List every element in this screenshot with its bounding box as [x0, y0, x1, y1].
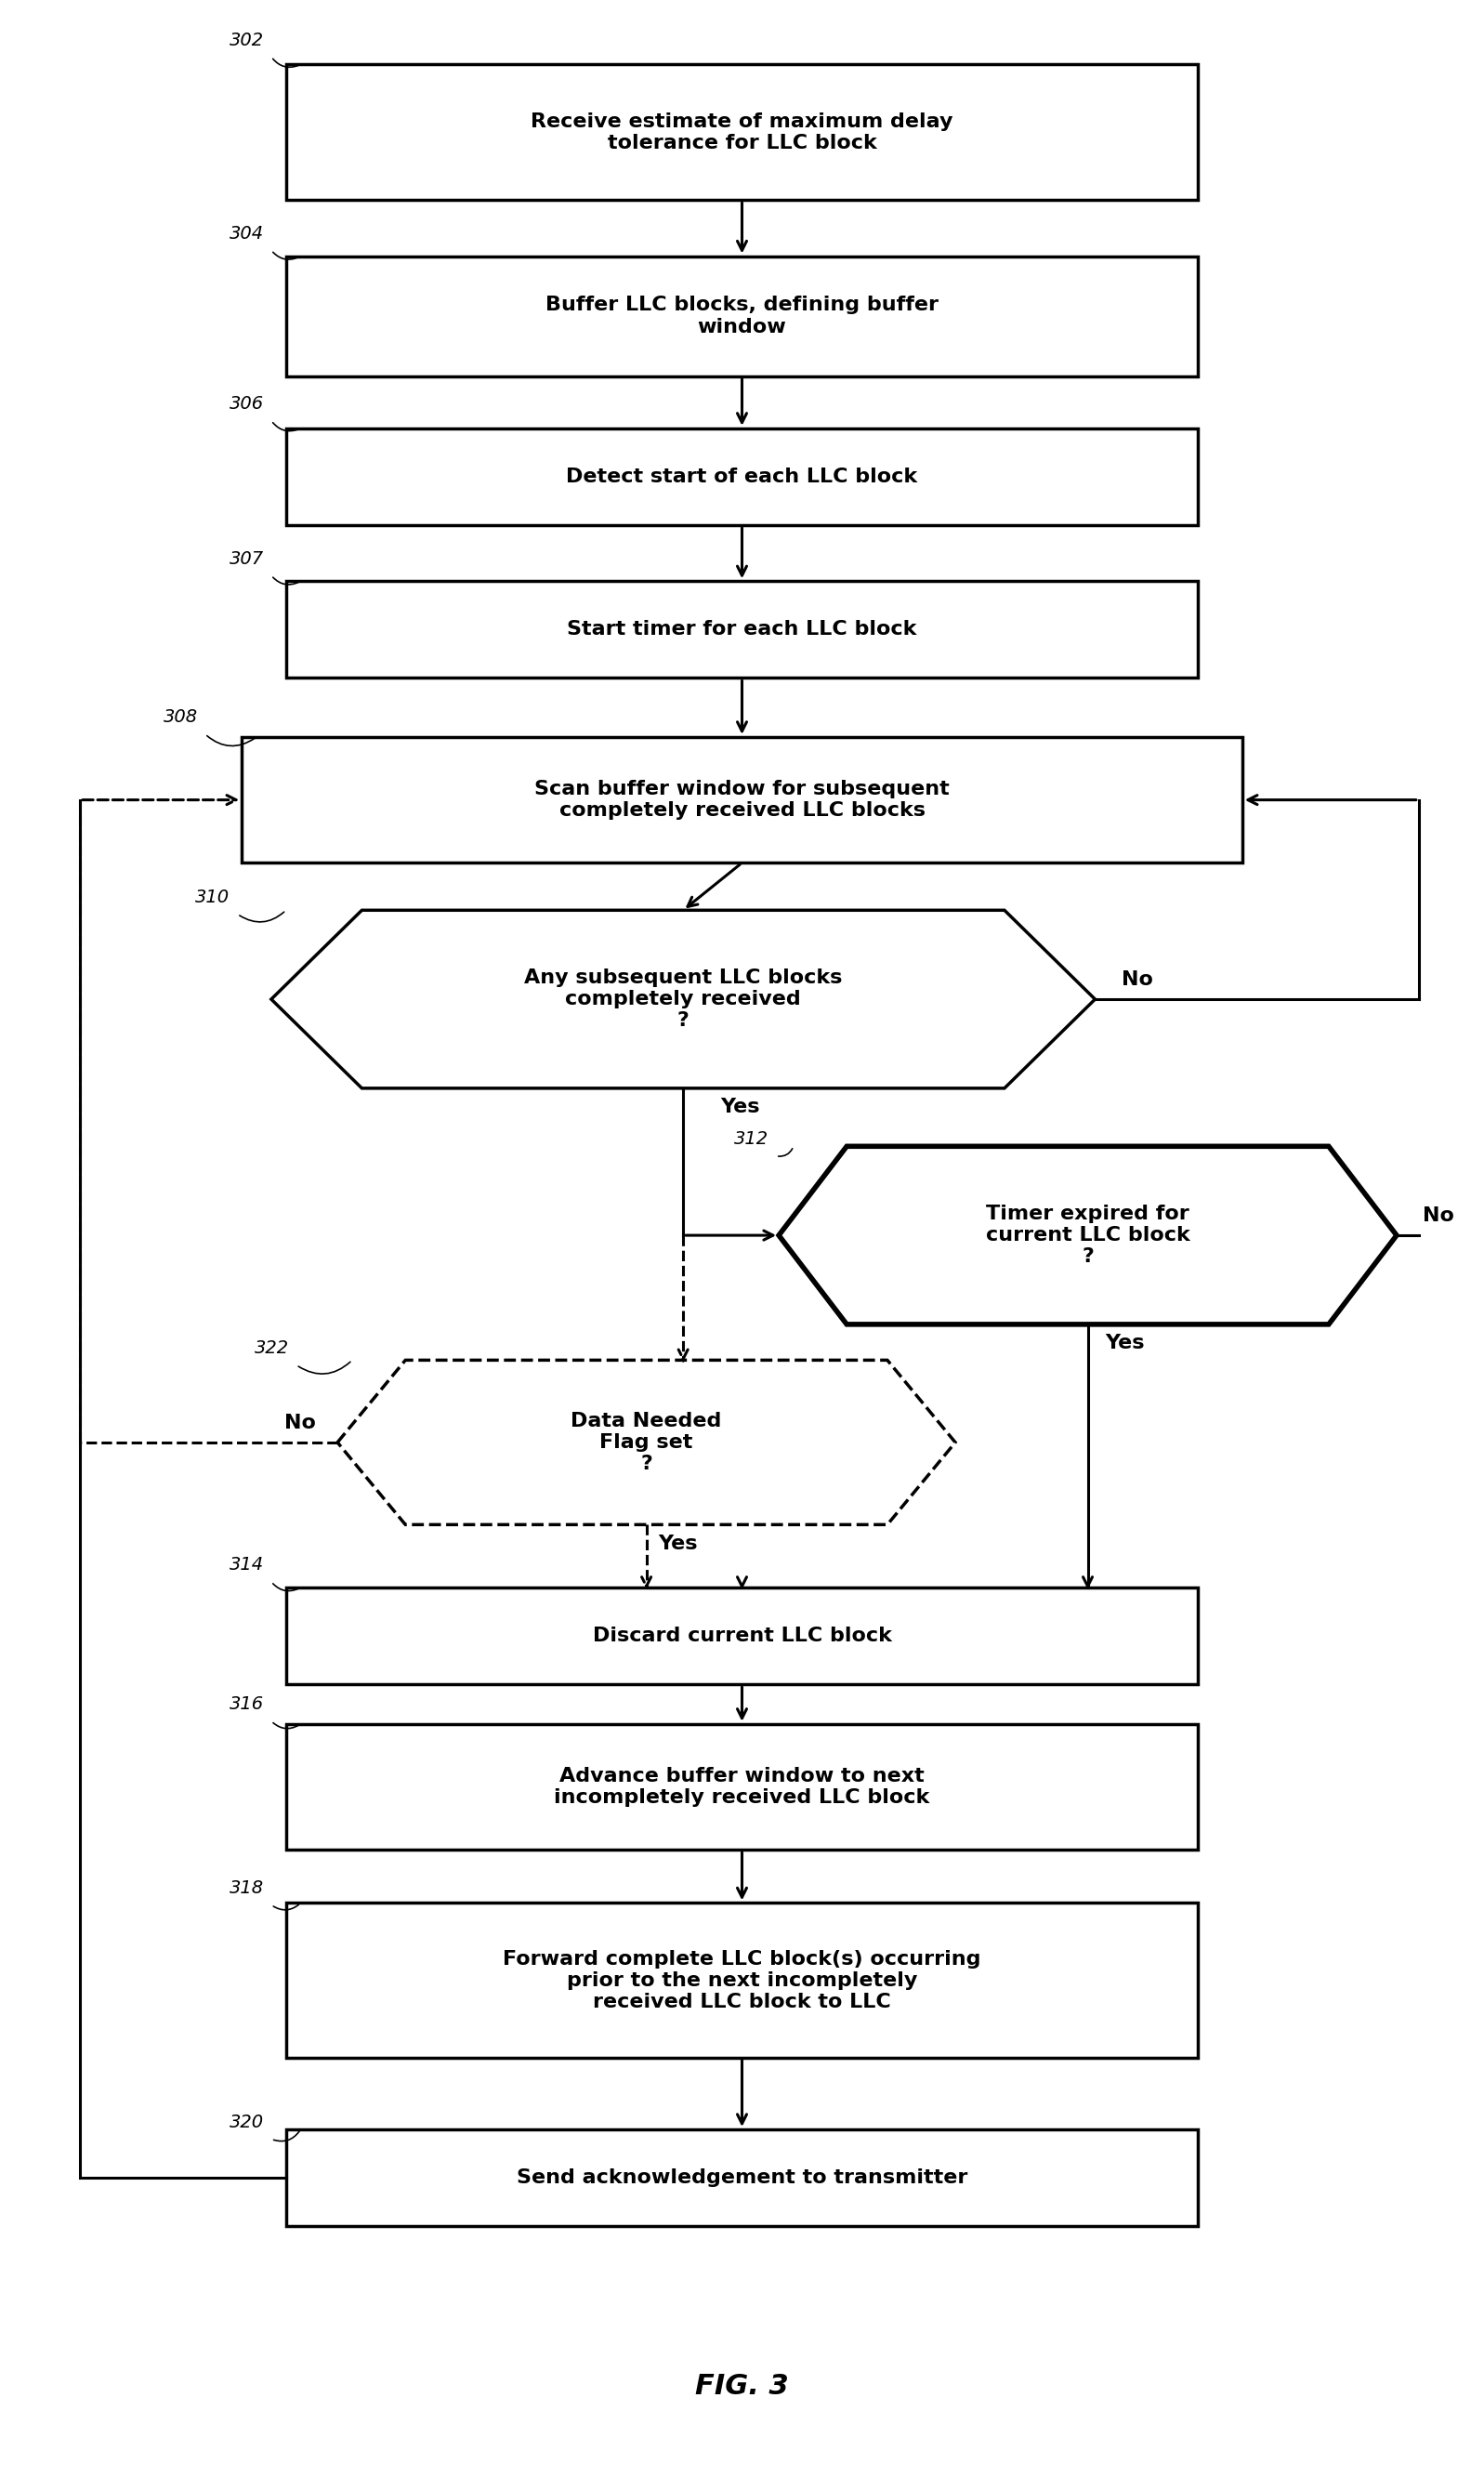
Text: No: No — [1423, 1208, 1454, 1225]
Bar — [286, 65, 1198, 199]
Text: Yes: Yes — [1106, 1335, 1144, 1352]
Text: Timer expired for
current LLC block
?: Timer expired for current LLC block ? — [985, 1205, 1190, 1267]
Text: 307: 307 — [230, 550, 264, 568]
Text: 310: 310 — [196, 889, 230, 906]
Polygon shape — [779, 1145, 1396, 1325]
Text: Data Needed
Flag set
?: Data Needed Flag set ? — [571, 1412, 721, 1474]
Bar — [242, 737, 1242, 864]
Text: 306: 306 — [230, 396, 264, 413]
Text: 308: 308 — [163, 710, 197, 727]
Polygon shape — [272, 911, 1095, 1088]
Text: Forward complete LLC block(s) occurring
prior to the next incompletely
received : Forward complete LLC block(s) occurring … — [503, 1950, 981, 2012]
Bar — [286, 1723, 1198, 1850]
Text: Any subsequent LLC blocks
completely received
?: Any subsequent LLC blocks completely rec… — [524, 969, 843, 1031]
Text: Advance buffer window to next
incompletely received LLC block: Advance buffer window to next incomplete… — [554, 1768, 930, 1808]
Bar — [286, 428, 1198, 525]
Bar — [286, 1589, 1198, 1683]
Text: 314: 314 — [230, 1556, 264, 1574]
Text: Buffer LLC blocks, defining buffer
window: Buffer LLC blocks, defining buffer windo… — [546, 296, 938, 336]
Text: 316: 316 — [230, 1696, 264, 1713]
Bar — [286, 2129, 1198, 2226]
Text: 302: 302 — [230, 32, 264, 50]
Text: 312: 312 — [735, 1130, 769, 1148]
Text: 320: 320 — [230, 2114, 264, 2131]
Text: Scan buffer window for subsequent
completely received LLC blocks: Scan buffer window for subsequent comple… — [534, 779, 950, 819]
Polygon shape — [337, 1360, 956, 1524]
Text: No: No — [1122, 971, 1153, 989]
Text: Send acknowledgement to transmitter: Send acknowledgement to transmitter — [516, 2169, 968, 2186]
Text: FIG. 3: FIG. 3 — [695, 2373, 789, 2400]
Text: Yes: Yes — [720, 1098, 760, 1116]
Bar — [286, 580, 1198, 677]
Bar — [286, 256, 1198, 376]
Bar — [286, 1902, 1198, 2057]
Text: Yes: Yes — [657, 1534, 697, 1554]
Text: Receive estimate of maximum delay
tolerance for LLC block: Receive estimate of maximum delay tolera… — [531, 112, 953, 152]
Text: Discard current LLC block: Discard current LLC block — [592, 1626, 892, 1646]
Text: Detect start of each LLC block: Detect start of each LLC block — [567, 468, 917, 486]
Text: Start timer for each LLC block: Start timer for each LLC block — [567, 620, 917, 640]
Text: No: No — [283, 1414, 316, 1432]
Text: 318: 318 — [230, 1880, 264, 1897]
Text: 304: 304 — [230, 224, 264, 242]
Text: 322: 322 — [254, 1340, 289, 1357]
